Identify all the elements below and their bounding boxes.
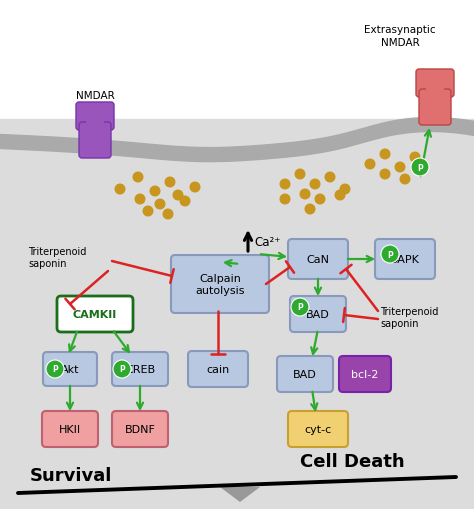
Circle shape xyxy=(143,206,154,217)
FancyBboxPatch shape xyxy=(426,88,444,100)
Circle shape xyxy=(300,189,310,200)
FancyBboxPatch shape xyxy=(112,411,168,447)
FancyBboxPatch shape xyxy=(375,240,435,279)
Text: HKII: HKII xyxy=(59,424,81,434)
Circle shape xyxy=(294,169,306,180)
Circle shape xyxy=(190,182,201,193)
Circle shape xyxy=(304,204,316,215)
Text: CAMKII: CAMKII xyxy=(73,309,117,319)
FancyBboxPatch shape xyxy=(86,121,104,133)
FancyBboxPatch shape xyxy=(416,70,454,98)
Text: Survival: Survival xyxy=(30,466,112,484)
Circle shape xyxy=(325,172,336,183)
Circle shape xyxy=(149,186,161,197)
FancyBboxPatch shape xyxy=(42,411,98,447)
Circle shape xyxy=(135,194,146,205)
Circle shape xyxy=(113,360,131,378)
Circle shape xyxy=(164,177,175,188)
FancyBboxPatch shape xyxy=(277,356,333,392)
Text: P: P xyxy=(387,250,393,259)
Text: P: P xyxy=(297,303,303,312)
FancyBboxPatch shape xyxy=(43,352,97,386)
FancyBboxPatch shape xyxy=(419,90,451,126)
Text: Extrasynaptic: Extrasynaptic xyxy=(364,25,436,35)
Text: Ca²⁺: Ca²⁺ xyxy=(254,236,281,249)
FancyBboxPatch shape xyxy=(79,123,111,159)
Circle shape xyxy=(291,298,309,317)
Text: NMDAR: NMDAR xyxy=(381,38,419,48)
FancyBboxPatch shape xyxy=(339,356,391,392)
Text: Cell Death: Cell Death xyxy=(300,452,405,470)
Circle shape xyxy=(381,245,399,264)
Text: BAD: BAD xyxy=(306,309,330,319)
Text: cain: cain xyxy=(206,364,229,374)
Circle shape xyxy=(180,196,191,207)
Text: Triterpenoid
saponin: Triterpenoid saponin xyxy=(28,247,86,268)
Text: P: P xyxy=(417,163,423,172)
Circle shape xyxy=(280,194,291,205)
Circle shape xyxy=(380,149,391,160)
Circle shape xyxy=(163,209,173,220)
Text: DAPK: DAPK xyxy=(390,254,420,265)
Circle shape xyxy=(339,184,350,195)
Circle shape xyxy=(394,162,405,173)
Text: Calpain
autolysis: Calpain autolysis xyxy=(195,274,245,295)
Text: BAD: BAD xyxy=(293,369,317,379)
Text: bcl-2: bcl-2 xyxy=(351,369,379,379)
Circle shape xyxy=(46,360,64,378)
Circle shape xyxy=(411,159,429,177)
Circle shape xyxy=(380,169,391,180)
Circle shape xyxy=(410,152,420,163)
Circle shape xyxy=(310,179,320,190)
FancyBboxPatch shape xyxy=(288,411,348,447)
Circle shape xyxy=(414,164,426,175)
Text: CREB: CREB xyxy=(125,364,155,374)
Polygon shape xyxy=(220,487,260,502)
FancyBboxPatch shape xyxy=(188,351,248,387)
Circle shape xyxy=(173,190,183,201)
Text: NMDAR: NMDAR xyxy=(76,91,114,101)
Circle shape xyxy=(133,172,144,183)
Text: CaN: CaN xyxy=(307,254,329,265)
FancyBboxPatch shape xyxy=(112,352,168,386)
FancyBboxPatch shape xyxy=(171,256,269,314)
FancyBboxPatch shape xyxy=(288,240,348,279)
FancyBboxPatch shape xyxy=(57,296,133,332)
Circle shape xyxy=(280,179,291,190)
Circle shape xyxy=(115,184,126,195)
Text: P: P xyxy=(119,365,125,374)
FancyBboxPatch shape xyxy=(290,296,346,332)
Circle shape xyxy=(400,174,410,185)
Text: P: P xyxy=(52,365,58,374)
Text: BDNF: BDNF xyxy=(125,424,155,434)
FancyBboxPatch shape xyxy=(76,103,114,131)
Text: Triterpenoid
saponin: Triterpenoid saponin xyxy=(380,306,438,328)
Text: Akt: Akt xyxy=(61,364,79,374)
Circle shape xyxy=(315,194,326,205)
Circle shape xyxy=(365,159,375,170)
Text: cyt-c: cyt-c xyxy=(304,424,332,434)
Circle shape xyxy=(155,199,165,210)
Circle shape xyxy=(335,190,346,201)
